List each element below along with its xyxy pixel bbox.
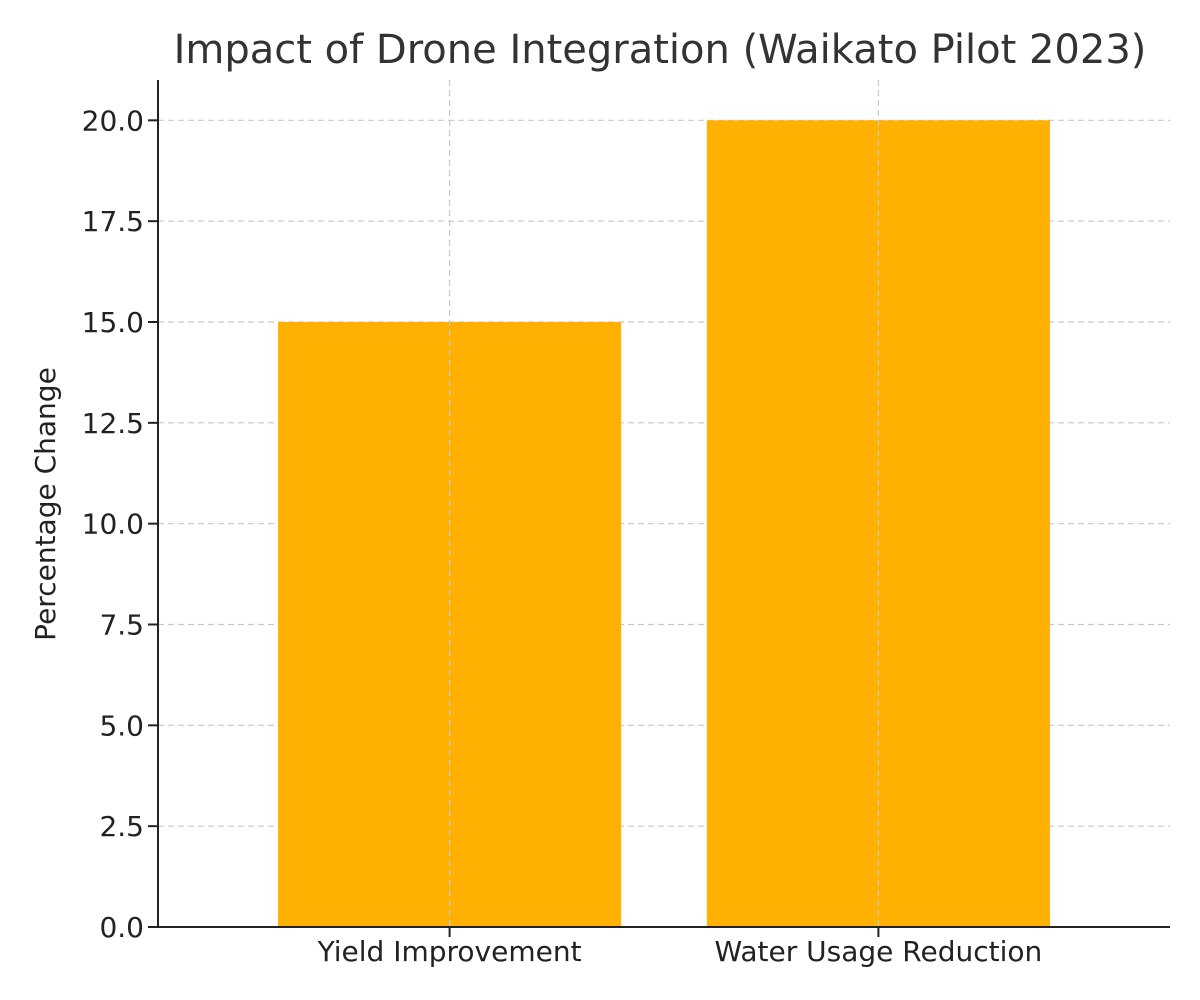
y-tick-label: 12.5 [82, 407, 144, 440]
x-tick-label: Water Usage Reduction [715, 935, 1043, 968]
vertical-grid [448, 80, 880, 927]
y-axis-label: Percentage Change [29, 367, 62, 641]
y-tick-label: 2.5 [99, 810, 144, 843]
y-tick-label: 17.5 [82, 205, 144, 238]
y-tick-label: 5.0 [99, 709, 144, 742]
y-tick-label: 15.0 [82, 306, 144, 339]
y-tick-label: 7.5 [99, 609, 144, 642]
chart-title: Impact of Drone Integration (Waikato Pil… [174, 27, 1147, 73]
x-axis-ticks: Yield Improvement Water Usage Reduction [317, 927, 1043, 968]
y-tick-label: 10.0 [82, 508, 144, 541]
y-tick-label: 0.0 [99, 911, 144, 944]
y-tick-label: 20.0 [82, 104, 144, 137]
y-axis-ticks: 0.0 2.5 5.0 7.5 10.0 12.5 15.0 17.5 20.0 [82, 104, 158, 944]
x-tick-label: Yield Improvement [317, 935, 582, 968]
